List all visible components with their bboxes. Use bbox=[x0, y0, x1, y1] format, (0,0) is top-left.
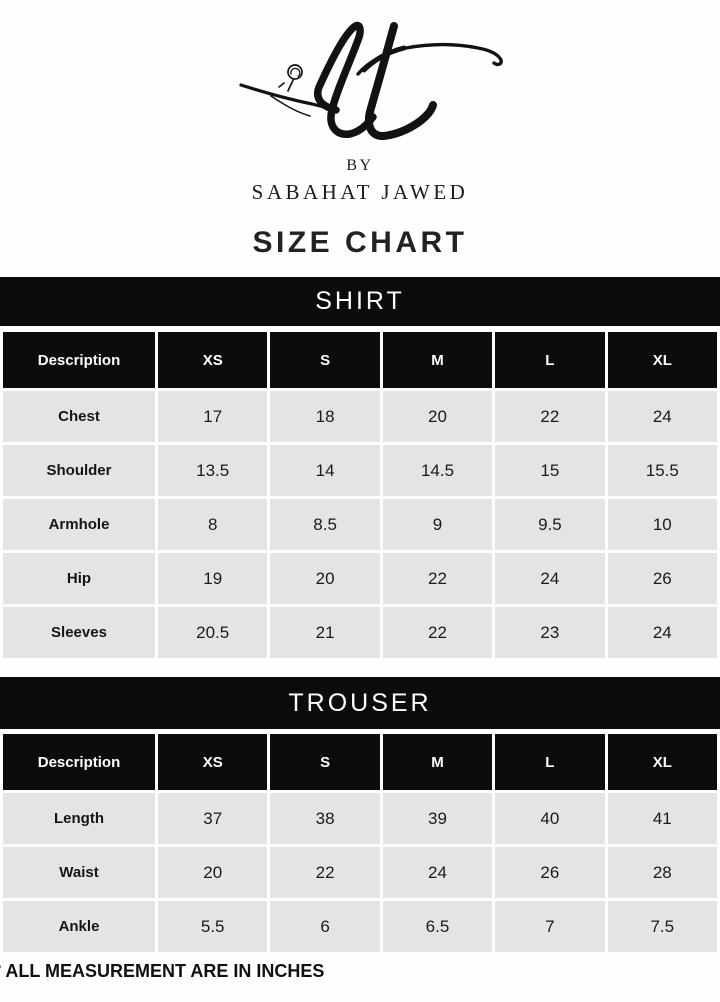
trouser-section-title: TROUSER bbox=[288, 688, 432, 717]
size-value: 8.5 bbox=[270, 499, 380, 550]
size-value: 5.5 bbox=[158, 901, 268, 952]
size-value: 26 bbox=[607, 553, 717, 604]
size-value: 22 bbox=[382, 607, 493, 658]
brand-byline: BY bbox=[346, 157, 374, 174]
measurement-note: * ALL MEASUREMENT ARE IN INCHES bbox=[0, 961, 325, 981]
brand-logo bbox=[208, 14, 508, 164]
size-value: 6.5 bbox=[382, 901, 493, 952]
brand-name: SABAHAT JAWED bbox=[251, 180, 469, 204]
size-value: 15.5 bbox=[607, 445, 717, 496]
column-header-size: XS bbox=[158, 332, 268, 388]
size-value: 23 bbox=[495, 607, 605, 658]
size-value: 40 bbox=[495, 793, 605, 844]
size-value: 19 bbox=[158, 553, 268, 604]
column-header-size: S bbox=[270, 332, 380, 388]
column-header-description: Description bbox=[3, 734, 155, 790]
row-label: Length bbox=[3, 793, 155, 844]
size-value: 24 bbox=[607, 391, 717, 442]
column-header-description: Description bbox=[3, 332, 155, 388]
size-value: 17 bbox=[158, 391, 268, 442]
size-value: 21 bbox=[270, 607, 380, 658]
size-value: 20 bbox=[158, 847, 268, 898]
size-value: 7.5 bbox=[607, 901, 717, 952]
size-value: 18 bbox=[270, 391, 380, 442]
lt-monogram-icon bbox=[239, 21, 503, 140]
column-header-size: XS bbox=[158, 734, 268, 790]
size-value: 24 bbox=[495, 553, 605, 604]
trouser-section-banner: TROUSER bbox=[0, 677, 720, 729]
size-value: 9 bbox=[382, 499, 493, 550]
shirt-section-banner: SHIRT bbox=[0, 277, 720, 326]
row-label: Chest bbox=[3, 391, 155, 442]
size-value: 10 bbox=[607, 499, 717, 550]
size-value: 9.5 bbox=[495, 499, 605, 550]
size-value: 22 bbox=[495, 391, 605, 442]
size-value: 41 bbox=[607, 793, 717, 844]
size-value: 20 bbox=[382, 391, 493, 442]
size-value: 20 bbox=[270, 553, 380, 604]
row-label: Shoulder bbox=[3, 445, 155, 496]
size-value: 22 bbox=[270, 847, 380, 898]
size-value: 6 bbox=[270, 901, 380, 952]
column-header-size: L bbox=[495, 332, 605, 388]
size-value: 15 bbox=[495, 445, 605, 496]
size-value: 8 bbox=[158, 499, 268, 550]
size-value: 39 bbox=[382, 793, 493, 844]
row-label: Sleeves bbox=[3, 607, 155, 658]
size-value: 24 bbox=[382, 847, 493, 898]
column-header-size: M bbox=[382, 332, 493, 388]
size-value: 13.5 bbox=[158, 445, 268, 496]
trouser-size-table: Description XS S M L XL Length 37 38 39 40 41 Waist 2… bbox=[0, 734, 720, 952]
column-header-size: L bbox=[495, 734, 605, 790]
size-value: 26 bbox=[495, 847, 605, 898]
shirt-section-title: SHIRT bbox=[315, 287, 405, 315]
row-label: Ankle bbox=[3, 901, 155, 952]
page-title: SIZE CHART bbox=[252, 226, 468, 259]
size-value: 20.5 bbox=[158, 607, 268, 658]
row-label: Armhole bbox=[3, 499, 155, 550]
size-value: 24 bbox=[607, 607, 717, 658]
shirt-size-table: Description XS S M L XL Chest 17 18 20 22 24 Shoulde… bbox=[0, 332, 720, 658]
column-header-size: M bbox=[382, 734, 493, 790]
column-header-size: XL bbox=[607, 734, 717, 790]
size-value: 14.5 bbox=[382, 445, 493, 496]
size-value: 37 bbox=[158, 793, 268, 844]
row-label: Hip bbox=[3, 553, 155, 604]
column-header-size: XL bbox=[607, 332, 717, 388]
size-value: 38 bbox=[270, 793, 380, 844]
size-value: 28 bbox=[607, 847, 717, 898]
size-value: 7 bbox=[495, 901, 605, 952]
size-value: 22 bbox=[382, 553, 493, 604]
row-label: Waist bbox=[3, 847, 155, 898]
column-header-size: S bbox=[270, 734, 380, 790]
size-value: 14 bbox=[270, 445, 380, 496]
